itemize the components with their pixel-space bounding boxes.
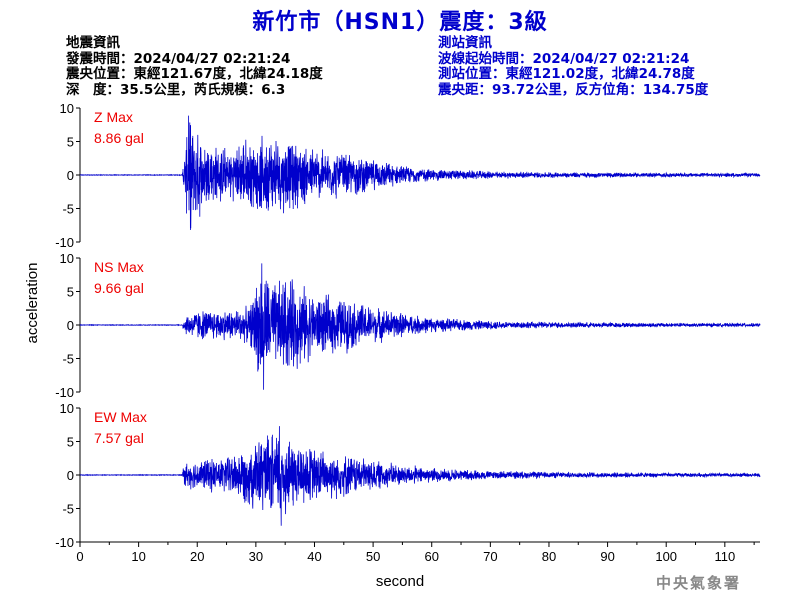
x-tick-label: 60 — [424, 549, 438, 564]
y-tick-label: 0 — [67, 468, 74, 483]
y-tick-label: -5 — [62, 202, 74, 217]
y-tick-label: 0 — [67, 168, 74, 183]
component-label: Z Max — [94, 109, 133, 125]
y-tick-label: -5 — [62, 352, 74, 367]
y-tick-label: -10 — [55, 385, 74, 400]
station-location: 測站位置：東經121.02度，北緯24.78度 — [438, 66, 695, 82]
x-tick-label: 70 — [483, 549, 497, 564]
station-info-heading: 測站資訊 — [438, 35, 492, 51]
x-tick-label: 100 — [655, 549, 677, 564]
max-value-label: 9.66 gal — [94, 280, 144, 296]
epicentral-distance: 震央距：93.72公里，反方位角：134.75度 — [438, 81, 709, 98]
y-tick-label: 5 — [67, 135, 74, 150]
x-tick-label: 20 — [190, 549, 204, 564]
x-tick-label: 110 — [714, 549, 735, 564]
x-tick-label: 90 — [600, 549, 614, 564]
x-axis-label: second — [376, 573, 424, 590]
y-tick-label: 0 — [67, 318, 74, 333]
y-tick-label: 10 — [60, 401, 74, 416]
x-tick-label: 40 — [307, 549, 321, 564]
waveform-z — [79, 115, 761, 230]
y-tick-label: 10 — [60, 101, 74, 116]
waveform-start-time: 波線起始時間：2024/04/27 02:21:24 — [438, 50, 690, 67]
earthquake-info: 地震資訊 發震時間：2024/04/27 02:21:24 震央位置：東經121… — [66, 35, 323, 98]
y-tick-label: 10 — [60, 251, 74, 266]
y-axis-label: acceleration — [24, 263, 41, 344]
y-tick-label: -5 — [62, 502, 74, 517]
y-tick-label: 5 — [67, 285, 74, 300]
agency-credit: 中央氣象署 — [656, 574, 742, 592]
max-value-label: 8.86 gal — [94, 130, 144, 146]
y-tick-label: -10 — [55, 535, 74, 550]
max-value-label: 7.57 gal — [94, 430, 144, 446]
epicenter-location: 震央位置：東經121.67度，北緯24.18度 — [66, 66, 323, 82]
station-info: 測站資訊 波線起始時間：2024/04/27 02:21:24 測站位置：東經1… — [438, 35, 709, 98]
depth-magnitude: 深 度：35.5公里，芮氏規模：6.3 — [66, 81, 286, 98]
x-tick-label: 10 — [131, 549, 145, 564]
component-label: NS Max — [94, 259, 144, 275]
waveform-ew — [79, 426, 761, 526]
waveform-ns — [79, 263, 761, 390]
origin-time: 發震時間：2024/04/27 02:21:24 — [66, 50, 291, 67]
x-tick-label: 80 — [542, 549, 556, 564]
x-tick-label: 0 — [76, 549, 83, 564]
y-tick-label: 5 — [67, 435, 74, 450]
x-tick-label: 30 — [249, 549, 263, 564]
y-tick-label: -10 — [55, 235, 74, 250]
page-title: 新竹市（HSN1）震度：3級 — [252, 10, 548, 35]
component-label: EW Max — [94, 409, 147, 425]
x-tick-label: 50 — [366, 549, 380, 564]
earthquake-info-heading: 地震資訊 — [66, 35, 120, 51]
